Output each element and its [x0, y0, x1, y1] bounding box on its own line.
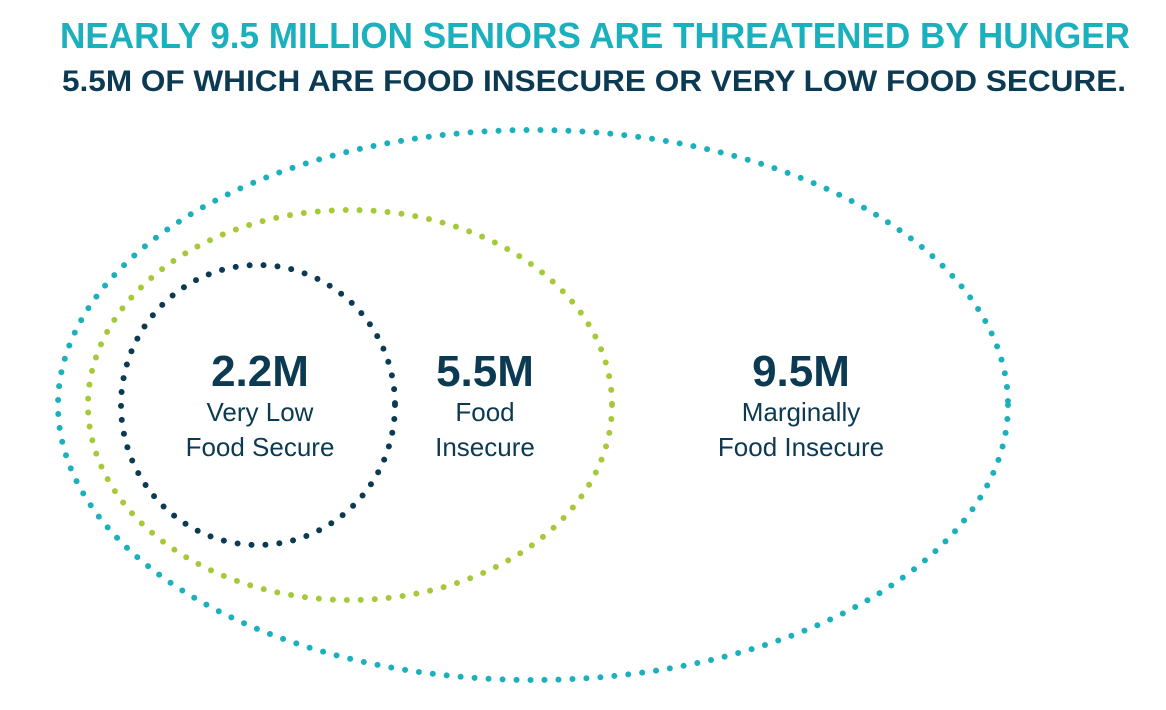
node-label: Very Low — [207, 397, 314, 427]
outer-ellipse — [55, 127, 1011, 683]
node-label: Insecure — [435, 432, 535, 462]
node-label: Marginally — [742, 397, 861, 427]
subtitle: 5.5M OF WHICH ARE FOOD INSECURE OR VERY … — [62, 65, 1126, 98]
node-value: 2.2M — [211, 347, 309, 396]
node-label: Food Secure — [186, 432, 335, 462]
inner-circle — [118, 262, 398, 548]
node-value: 9.5M — [752, 347, 850, 396]
middle-ellipse — [85, 207, 615, 603]
node-value: 5.5M — [436, 347, 534, 396]
node-label: Food — [455, 397, 514, 427]
title: NEARLY 9.5 MILLION SENIORS ARE THREATENE… — [60, 15, 1130, 56]
node-label: Food Insecure — [718, 432, 884, 462]
